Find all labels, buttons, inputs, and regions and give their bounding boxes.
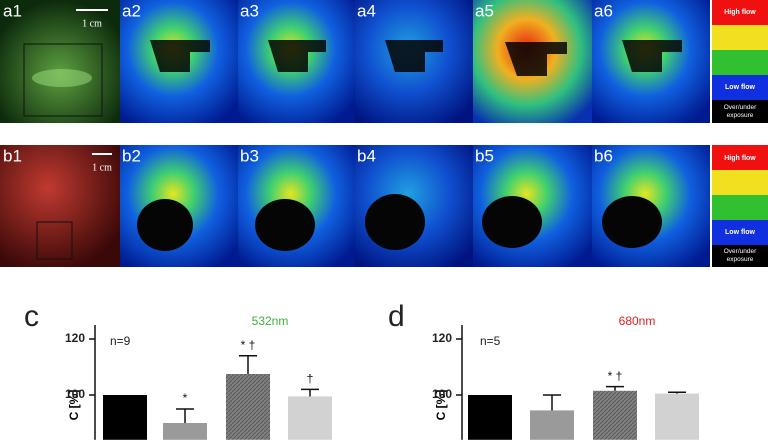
legend-a xyxy=(712,0,768,123)
bar xyxy=(468,395,512,440)
panel-label: b1 xyxy=(3,146,22,165)
bar xyxy=(103,395,147,440)
panel-label: b2 xyxy=(122,146,141,165)
panel-label: a4 xyxy=(357,1,376,20)
legend-exposure: Over/under exposure xyxy=(723,104,757,119)
chart-title: 532nm xyxy=(252,314,289,328)
panel-label: a1 xyxy=(3,1,22,20)
bar xyxy=(163,423,207,440)
y-tick-label: 120 xyxy=(65,331,85,345)
bar xyxy=(593,390,637,440)
significance: * † xyxy=(608,369,623,383)
scale-label: 1 cm xyxy=(82,18,102,29)
legend-exposure-box: Over/under exposure xyxy=(723,104,757,119)
y-tick-label: 100 xyxy=(65,387,85,401)
panel-label: a5 xyxy=(475,1,494,20)
bar xyxy=(226,374,270,440)
legend-exposure: Over/under exposure xyxy=(723,248,757,263)
bar xyxy=(530,410,574,440)
legend-low: Low flow xyxy=(725,84,755,91)
significance: * xyxy=(183,391,188,405)
y-axis-label: C [%] xyxy=(67,390,81,421)
panel-label: a2 xyxy=(122,1,141,20)
row-a-images xyxy=(0,0,710,123)
row-b-images xyxy=(0,145,710,267)
bar xyxy=(288,396,332,440)
panel-label: b6 xyxy=(594,146,613,165)
legend-high: High flow xyxy=(724,9,756,16)
legend-exposure-box: Over/under exposure xyxy=(723,248,757,263)
significance: * † xyxy=(241,338,256,352)
legend-low: Low flow xyxy=(725,229,755,236)
scale-label: 1 cm xyxy=(92,162,112,173)
sample-size: n=5 xyxy=(480,334,501,348)
panel-letter: c xyxy=(24,300,39,333)
y-axis-label: C [%] xyxy=(434,390,448,421)
panel-label: b4 xyxy=(357,146,376,165)
panel-label: b5 xyxy=(475,146,494,165)
sample-size: n=9 xyxy=(110,334,131,348)
y-tick-label: 120 xyxy=(432,331,452,345)
bar xyxy=(655,393,699,440)
panel-letter: d xyxy=(388,300,405,333)
panel-label: b3 xyxy=(240,146,259,165)
significance: † xyxy=(307,372,314,386)
panel-label: a3 xyxy=(240,1,259,20)
legend-high: High flow xyxy=(724,155,756,162)
chart-title: 680nm xyxy=(619,314,656,328)
panel-label: a6 xyxy=(594,1,613,20)
legend-b xyxy=(712,145,768,267)
y-tick-label: 100 xyxy=(432,387,452,401)
